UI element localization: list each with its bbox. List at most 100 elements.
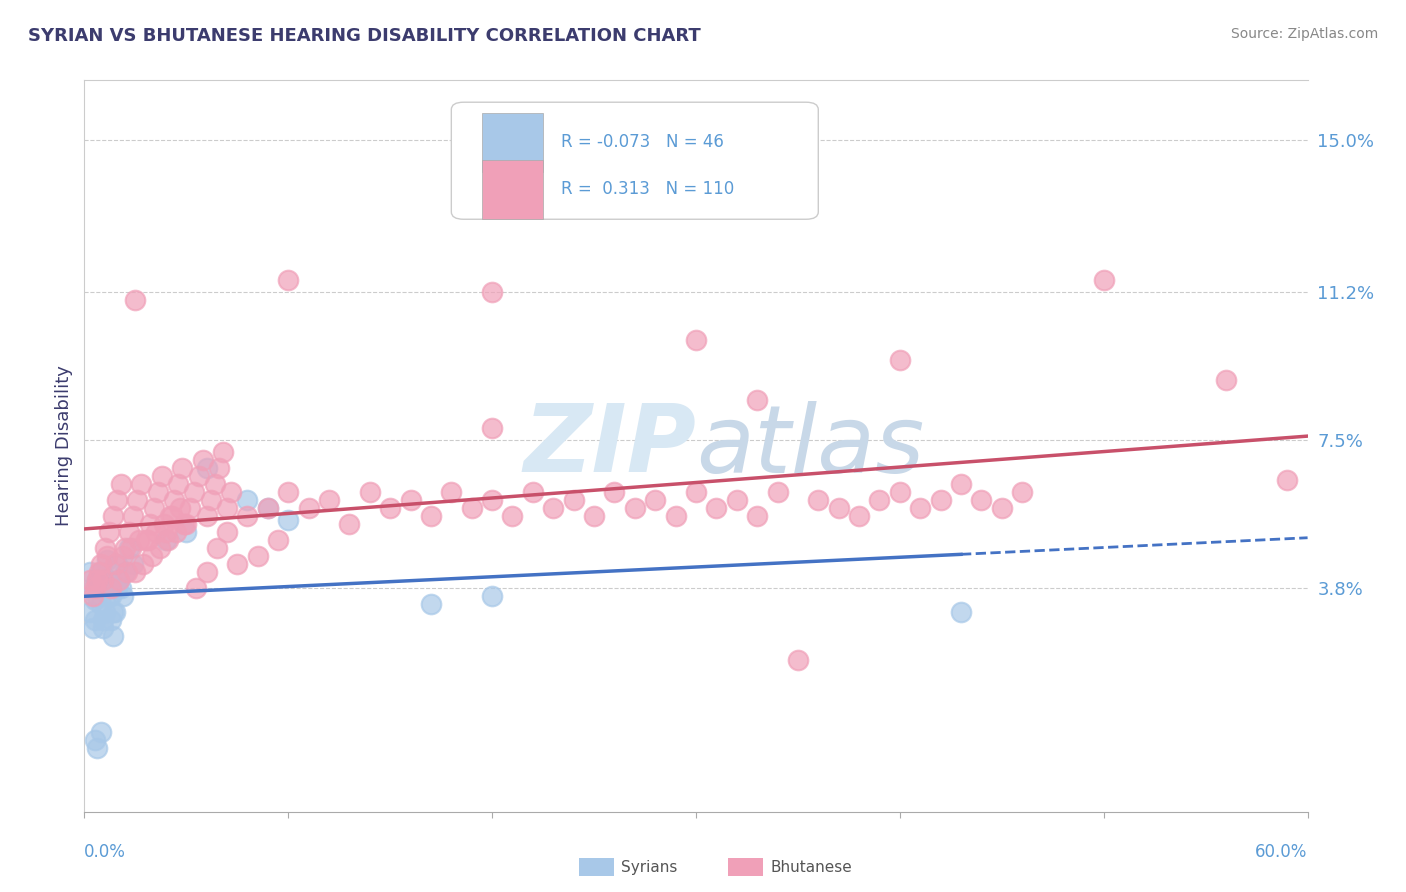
Point [104, 605, 127, 619]
Point [97, 524, 120, 539]
Point [112, 589, 135, 603]
Point [114, 565, 136, 579]
Point [114, 541, 136, 555]
Point [277, 513, 299, 527]
Point [163, 492, 186, 507]
Point [186, 581, 208, 595]
Point [100, 581, 122, 595]
Point [420, 597, 443, 611]
Point [461, 500, 484, 515]
Point [187, 469, 209, 483]
Point [208, 461, 231, 475]
Point [807, 492, 830, 507]
Point [543, 500, 565, 515]
Point [86, 573, 108, 587]
Point [86, 589, 108, 603]
Point [929, 492, 952, 507]
Point [108, 573, 131, 587]
Point [501, 508, 523, 523]
Point [136, 533, 159, 547]
Point [83, 593, 105, 607]
Point [172, 461, 194, 475]
Point [97, 573, 120, 587]
Point [848, 508, 870, 523]
Point [1215, 373, 1237, 387]
Point [118, 524, 141, 539]
Point [150, 469, 173, 483]
Point [149, 541, 172, 555]
Point [120, 541, 142, 555]
Point [219, 485, 242, 500]
Text: ZIP: ZIP [523, 400, 696, 492]
Point [183, 485, 205, 500]
Point [79, 573, 101, 587]
Point [96, 553, 118, 567]
Point [145, 524, 167, 539]
Point [104, 557, 127, 571]
Point [359, 485, 381, 500]
Point [96, 549, 118, 563]
Point [298, 500, 321, 515]
Point [83, 732, 105, 747]
Point [127, 492, 149, 507]
Point [108, 573, 131, 587]
Point [96, 573, 118, 587]
Y-axis label: Hearing Disability: Hearing Disability [55, 366, 73, 526]
Point [174, 516, 197, 531]
Point [90, 597, 112, 611]
Point [195, 565, 218, 579]
Point [105, 557, 128, 571]
Point [104, 581, 127, 595]
Text: 60.0%: 60.0% [1256, 843, 1308, 861]
Point [1092, 273, 1115, 287]
Point [79, 565, 101, 579]
Point [118, 541, 141, 555]
Point [93, 605, 115, 619]
Point [179, 500, 201, 515]
Point [167, 477, 190, 491]
Point [146, 485, 169, 500]
Point [704, 500, 728, 515]
Point [950, 477, 973, 491]
Point [105, 581, 128, 595]
Point [105, 492, 128, 507]
FancyBboxPatch shape [482, 161, 543, 219]
Point [380, 500, 402, 515]
Point [115, 565, 138, 579]
Point [93, 581, 115, 595]
Point [205, 541, 228, 555]
Point [747, 508, 769, 523]
Point [950, 605, 973, 619]
Point [173, 516, 195, 531]
Point [685, 333, 707, 347]
Point [766, 485, 789, 500]
Point [246, 549, 269, 563]
Point [889, 353, 911, 368]
Point [82, 581, 104, 595]
Point [101, 629, 124, 643]
Point [142, 500, 165, 515]
Point [827, 500, 849, 515]
Text: 0.0%: 0.0% [84, 843, 127, 861]
Point [481, 589, 503, 603]
Point [141, 549, 163, 563]
Point [420, 508, 443, 523]
Point [91, 613, 114, 627]
Point [87, 581, 110, 595]
Point [90, 724, 112, 739]
Point [86, 573, 108, 587]
Point [110, 477, 132, 491]
Point [236, 508, 259, 523]
Point [664, 508, 686, 523]
Point [195, 461, 218, 475]
Point [100, 589, 122, 603]
Point [87, 565, 110, 579]
Text: Syrians: Syrians [621, 860, 678, 874]
Point [440, 485, 463, 500]
Point [869, 492, 891, 507]
Point [747, 392, 769, 407]
Point [212, 445, 235, 459]
Point [91, 573, 114, 587]
Point [82, 589, 104, 603]
Point [481, 492, 503, 507]
